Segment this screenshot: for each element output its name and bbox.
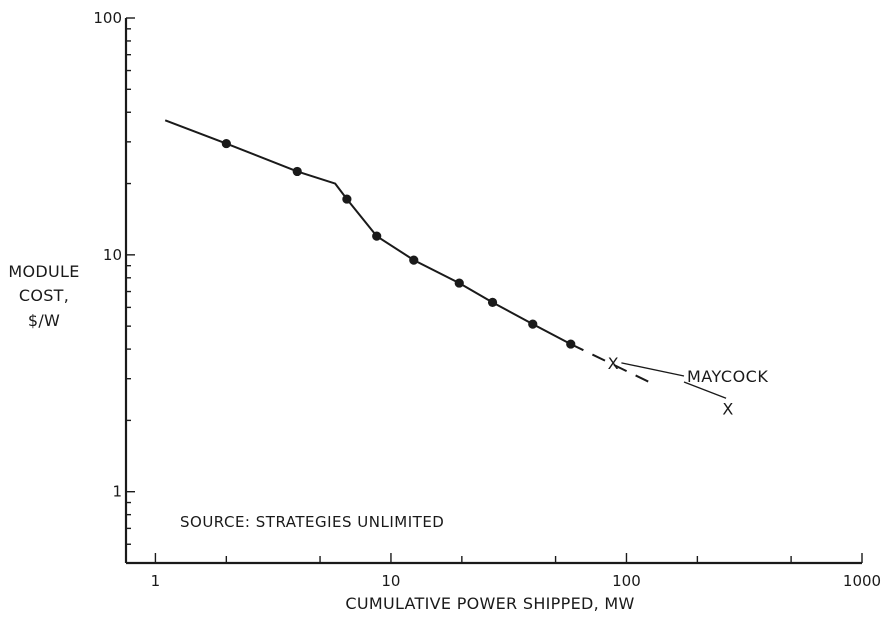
y-axis-title-line-2: COST, <box>19 286 69 305</box>
series <box>164 119 654 385</box>
y-tick-label: 100 <box>93 9 122 27</box>
x-axis-title: CUMULATIVE POWER SHIPPED, MW <box>345 594 634 613</box>
data-point <box>292 166 302 177</box>
dashed-extrapolation-line <box>570 343 654 385</box>
data-point <box>342 194 352 204</box>
y-tick-label: 1 <box>112 483 122 501</box>
maycock-leader-line <box>621 362 685 377</box>
x-tick-label: 100 <box>612 572 641 590</box>
data-point <box>221 138 231 149</box>
axes <box>124 18 862 565</box>
y-axis-title-line-1: MODULE <box>8 262 79 281</box>
data-point <box>372 231 382 241</box>
data-point <box>528 319 538 329</box>
x-tick-label: 1 <box>151 572 161 590</box>
data-point <box>454 278 464 288</box>
y-axis-title-line-3: $/W <box>28 311 60 330</box>
marks: XX <box>221 138 733 418</box>
maycock-leader-line <box>683 381 727 399</box>
maycock-x-marker: X <box>722 399 733 418</box>
x-tick-label: 10 <box>381 572 400 590</box>
cost-curve-line <box>164 119 572 345</box>
y-tick-label: 10 <box>103 246 122 264</box>
source-note: SOURCE: STRATEGIES UNLIMITED <box>180 513 444 531</box>
ticks: 1 10 100 1 10 100 1000 <box>93 9 881 590</box>
maycock-x-marker: X <box>608 354 619 373</box>
data-point <box>409 255 419 265</box>
maycock-label: MAYCOCK <box>687 367 768 386</box>
x-tick-label: 1000 <box>843 572 881 590</box>
data-point <box>487 297 498 307</box>
data-point <box>566 339 576 349</box>
